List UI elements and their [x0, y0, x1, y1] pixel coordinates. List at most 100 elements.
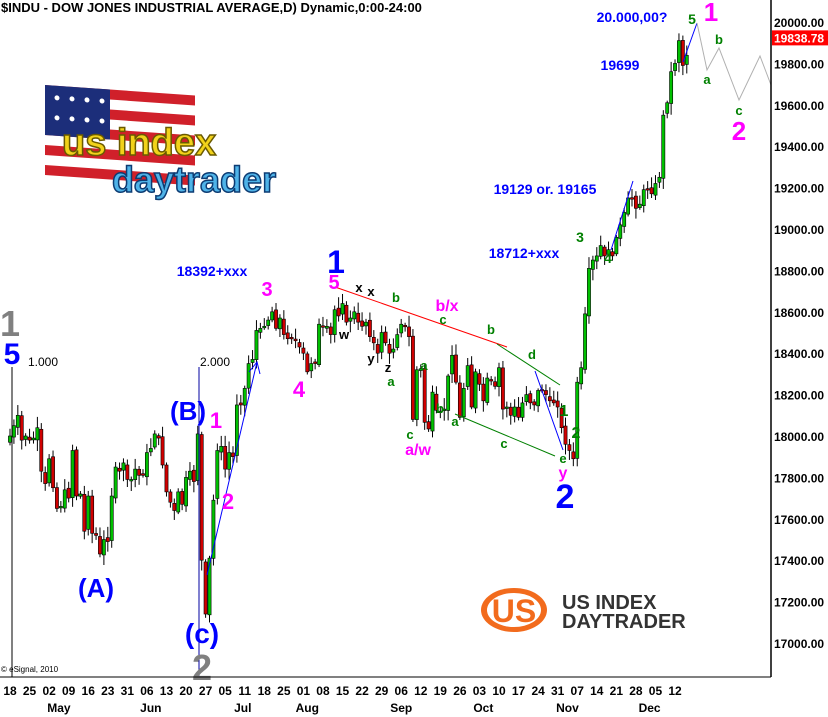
wave-label: c — [500, 436, 507, 451]
candle — [344, 301, 349, 326]
candle-body — [524, 394, 529, 403]
candle — [278, 314, 282, 338]
candle — [15, 405, 20, 435]
candle — [469, 356, 474, 410]
x-tick-label: 20 — [179, 684, 193, 698]
wave-label: a/w — [405, 442, 431, 459]
candle-body — [105, 537, 110, 542]
candle — [477, 369, 482, 391]
candle — [375, 338, 380, 363]
candle-body — [680, 40, 685, 66]
last-price-label: 19838.78 — [774, 31, 824, 45]
candle — [148, 438, 153, 457]
candle-body — [121, 462, 126, 471]
x-tick-label: 13 — [160, 684, 174, 698]
candle-body — [395, 334, 400, 348]
wave-label: 5 — [4, 338, 21, 371]
x-month-label: Oct — [473, 701, 493, 715]
candle — [121, 458, 126, 482]
wave-label: 19129 or. 19165 — [494, 181, 597, 197]
svg-text:DAYTRADER: DAYTRADER — [562, 611, 686, 633]
candle-body — [461, 388, 466, 418]
last-price-badge: 19838.78 — [772, 30, 828, 46]
candle — [101, 530, 106, 566]
x-tick-label: 22 — [355, 684, 369, 698]
x-tick-label: 25 — [23, 684, 37, 698]
wave-label: a — [451, 414, 459, 429]
candle-body — [172, 503, 177, 511]
wave-label: y — [559, 465, 568, 482]
candle — [19, 410, 24, 450]
red-trendline — [334, 286, 508, 348]
candle-body — [383, 331, 388, 344]
candle-body — [27, 436, 32, 441]
wave-label: 19699 — [601, 57, 640, 73]
last-price-background — [772, 30, 828, 46]
candle-body — [129, 479, 134, 482]
wave-label: a — [420, 358, 428, 373]
candle — [426, 415, 431, 432]
candle-body — [571, 451, 576, 460]
candle — [547, 387, 552, 407]
x-tick-label: 02 — [42, 684, 56, 698]
candle — [180, 488, 185, 511]
candle — [450, 345, 454, 383]
candle-body — [8, 435, 12, 443]
copyright: © eSignal, 2010 — [1, 665, 59, 674]
x-month-label: May — [47, 701, 71, 715]
candle — [125, 459, 130, 487]
wave-label: 18392+xxx — [177, 263, 248, 279]
candle — [536, 388, 541, 413]
candle-body — [211, 499, 216, 559]
candle-body — [94, 533, 98, 536]
candle — [399, 318, 404, 338]
candle — [172, 498, 177, 520]
blue-wave-line — [682, 22, 698, 63]
candle — [360, 312, 364, 331]
candle — [669, 61, 674, 115]
y-tick-label: 18200.00 — [774, 389, 824, 403]
candle — [587, 257, 591, 324]
wave-label: 4 — [293, 377, 306, 402]
candle — [356, 302, 361, 330]
candle — [109, 487, 114, 548]
wave-label: 2 — [556, 478, 575, 516]
candle-body — [469, 364, 474, 408]
candle — [223, 435, 228, 478]
candle-body — [665, 102, 670, 114]
candle — [614, 235, 619, 257]
candle — [191, 464, 196, 493]
candle — [379, 325, 384, 360]
candle — [434, 386, 439, 414]
x-month-label: Nov — [556, 701, 579, 715]
candle-body — [145, 452, 149, 478]
x-tick-label: 25 — [277, 684, 291, 698]
candle-body — [512, 406, 517, 417]
wave-label: b — [715, 32, 723, 47]
candle-body — [15, 414, 20, 428]
candle-body — [653, 183, 658, 196]
candle-body — [684, 55, 689, 65]
candle-body — [35, 427, 40, 441]
candle-body — [141, 473, 145, 476]
candle-body — [411, 335, 415, 420]
wave-label: 2 — [572, 425, 581, 442]
candle-body — [70, 450, 75, 498]
candle — [524, 386, 529, 406]
candle — [508, 402, 513, 425]
candle — [176, 488, 181, 515]
candle — [266, 316, 271, 330]
candle-body — [266, 319, 271, 326]
candle — [383, 326, 388, 346]
candle-body — [536, 390, 541, 407]
candle — [293, 328, 298, 349]
candle — [129, 476, 134, 492]
candle — [411, 329, 415, 422]
candle-body — [579, 367, 584, 385]
candle — [336, 297, 341, 322]
candle-body — [289, 337, 294, 340]
blue-wave-line — [610, 180, 634, 251]
wave-lines: 1.000 2.000 — [11, 22, 772, 677]
y-tick-label: 19200.00 — [774, 182, 824, 196]
x-tick-label: 24 — [531, 684, 545, 698]
